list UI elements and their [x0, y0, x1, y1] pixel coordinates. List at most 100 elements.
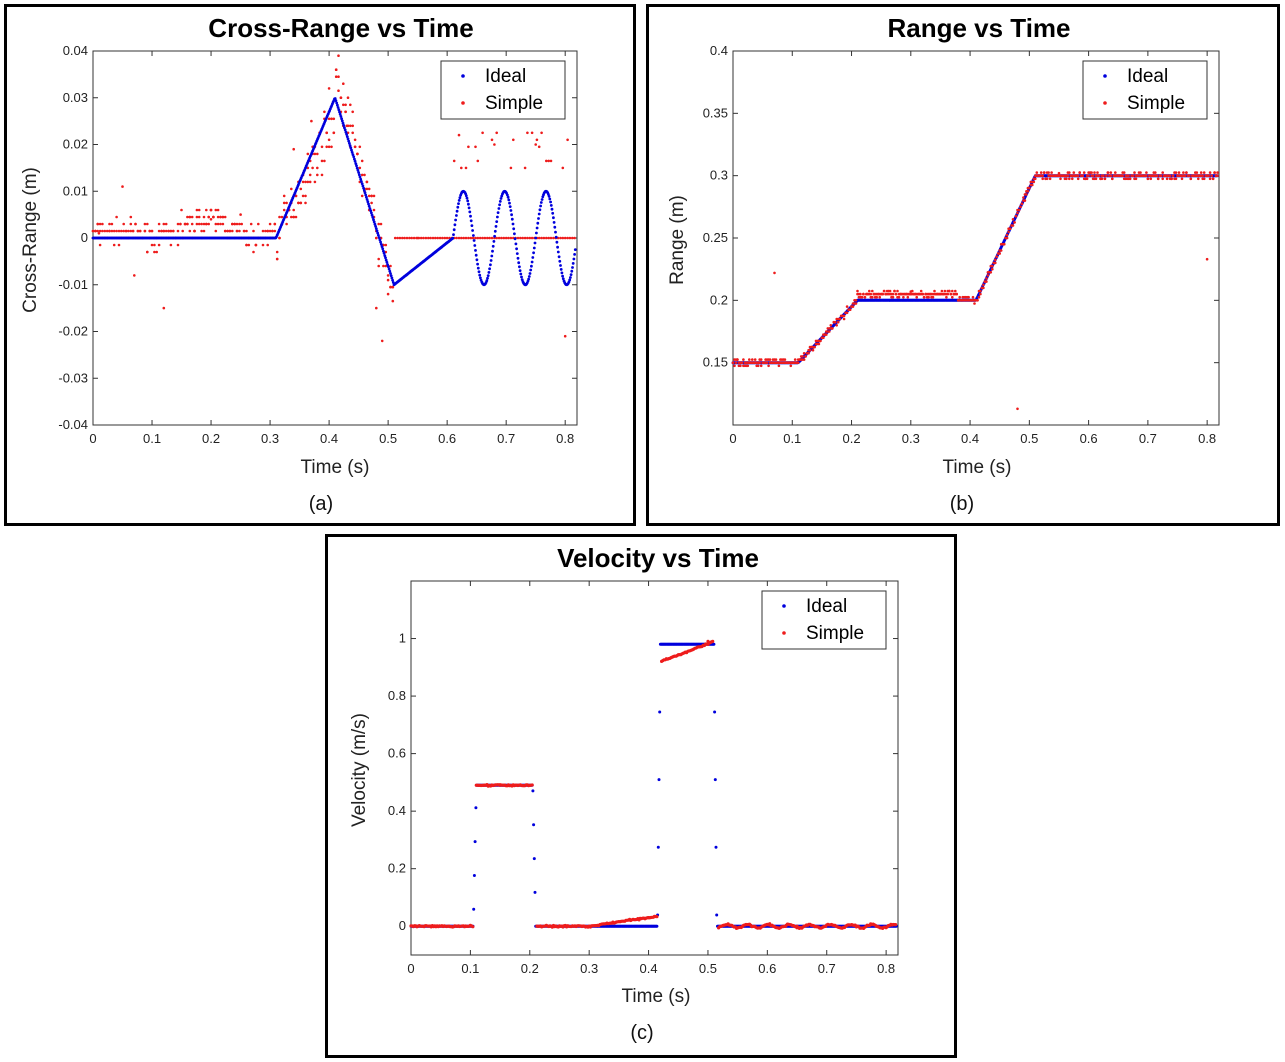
simple-series-point: [112, 229, 116, 233]
ideal-series-point: [452, 228, 456, 232]
ideal-series-point: [472, 874, 476, 877]
ideal-series-point: [346, 137, 350, 141]
simple-series-point: [365, 187, 369, 191]
simple-series-point: [195, 215, 199, 219]
legend-ideal-label: Ideal: [806, 596, 847, 617]
ideal-series-point: [474, 806, 478, 810]
simple-series-point: [490, 138, 494, 142]
simple-series-point: [982, 286, 985, 290]
simple-series-point: [1013, 221, 1016, 224]
simple-series-point: [1109, 171, 1113, 174]
ideal-series-point: [496, 211, 500, 215]
ideal-series-point: [334, 99, 338, 103]
simple-series-point: [313, 152, 317, 156]
ideal-series-point: [349, 146, 353, 150]
simple-series-point: [1076, 174, 1080, 177]
ideal-series-point: [385, 260, 389, 264]
simple-series-point: [292, 208, 296, 212]
legend-simple-marker: [1103, 101, 1107, 105]
simple-series-point: [1028, 186, 1031, 190]
simple-series-point: [1082, 171, 1086, 174]
simple-series-point: [245, 229, 248, 233]
ideal-series-point: [539, 204, 542, 208]
simple-series-point: [117, 243, 121, 247]
ideal-series-point: [357, 173, 361, 177]
ideal-series-point: [365, 195, 368, 199]
simple-series-point: [1213, 171, 1216, 174]
ideal-series-point: [389, 272, 392, 275]
ideal-series-point: [472, 234, 475, 237]
simple-series-point: [316, 152, 319, 156]
simple-series-point: [294, 215, 298, 219]
simple-series-point: [169, 229, 173, 233]
simple-series-point: [878, 295, 881, 299]
x-tick-label: 0.6: [758, 961, 776, 976]
simple-series-point: [180, 208, 183, 212]
simple-series-point: [976, 299, 979, 302]
simple-series-point: [563, 236, 567, 240]
simple-series-point: [164, 229, 168, 233]
y-tick-label: 0.2: [710, 292, 728, 307]
ideal-series-point: [457, 202, 460, 206]
simple-series-point: [1023, 199, 1027, 202]
ideal-series-point: [513, 232, 516, 236]
simple-series-point: [842, 314, 846, 318]
simple-series-point: [332, 131, 336, 135]
ideal-series-point: [573, 248, 577, 252]
simple-series-point: [647, 916, 651, 920]
ideal-series-point: [363, 191, 367, 195]
ideal-series-point: [568, 278, 572, 282]
chart-panel-velocity: Velocity vs Time 0 0.1 0.2 0.3 0.4 0.5 0.6 0.7 0…: [325, 534, 957, 1058]
x-axis-label: Time (s): [301, 457, 370, 478]
ideal-series-point: [493, 234, 496, 238]
simple-series-point: [434, 236, 437, 240]
simple-series-point: [310, 119, 313, 123]
simple-series-point: [829, 324, 833, 327]
ideal-series-point: [487, 271, 491, 274]
simple-series-point: [509, 236, 513, 240]
simple-series-point: [278, 236, 281, 240]
simple-series-point: [1161, 177, 1164, 181]
simple-series-point: [268, 222, 272, 226]
simple-series-point: [1032, 180, 1036, 184]
simple-series-point: [202, 215, 206, 219]
simple-series-point: [254, 243, 258, 247]
ideal-series-point: [491, 249, 494, 253]
ideal-series-point: [498, 200, 502, 203]
simple-series-point: [268, 229, 272, 233]
y-tick-label: 0.3: [710, 168, 728, 183]
legend-ideal-marker: [461, 74, 465, 78]
legend-ideal-label: Ideal: [485, 66, 526, 87]
simple-series-point: [552, 236, 555, 240]
simple-series-point: [240, 222, 243, 226]
simple-series-point: [363, 173, 366, 177]
simple-series-point: [129, 229, 133, 233]
simple-series-point: [542, 236, 546, 240]
ideal-series-point: [658, 710, 662, 714]
simple-series-point: [804, 355, 807, 358]
ideal-series-point: [477, 270, 481, 274]
simple-series-point: [306, 166, 310, 170]
ideal-series-point: [476, 266, 480, 270]
simple-series-point: [299, 187, 303, 191]
simple-series-point: [922, 295, 926, 299]
simple-series-point: [535, 138, 539, 142]
simple-series-point: [382, 264, 385, 268]
simple-series-point: [122, 222, 125, 226]
x-tick-label: 0.1: [143, 431, 161, 446]
simple-series-point: [502, 236, 506, 240]
simple-series-point: [1085, 177, 1089, 181]
simple-series-point: [921, 292, 924, 296]
ideal-series-point: [370, 211, 373, 215]
ideal-series-point: [367, 202, 370, 206]
simple-series-point: [424, 236, 428, 240]
simple-series-point: [1014, 214, 1018, 218]
simple-series-point: [1025, 193, 1028, 196]
simple-series-point: [1016, 407, 1019, 411]
simple-series-point: [753, 358, 757, 361]
ideal-series-point: [536, 221, 540, 225]
cross-range-chart: Cross-Range vs Time 0 0.1 0.2 0.3 0.4 0.5 0.6 0…: [20, 13, 578, 515]
simple-series-point: [98, 243, 102, 247]
ideal-series-point: [512, 227, 516, 231]
simple-series-point: [188, 215, 192, 219]
